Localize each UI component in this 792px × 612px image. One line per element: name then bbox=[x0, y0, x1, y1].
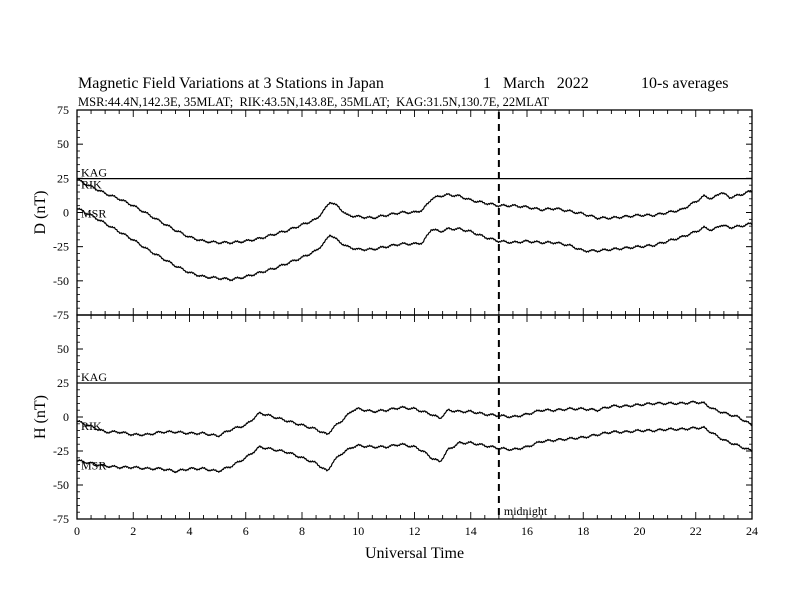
bottom-series-msr bbox=[76, 425, 753, 474]
bottom-series-rik bbox=[76, 400, 753, 438]
bottom-ytick-label: -50 bbox=[53, 478, 69, 492]
top-ytick-label: -50 bbox=[53, 274, 69, 288]
xtick-label: 0 bbox=[74, 524, 80, 538]
top-series-rik bbox=[76, 178, 753, 245]
xtick-label: 12 bbox=[409, 524, 421, 538]
chart-title: Magnetic Field Variations at 3 Stations … bbox=[78, 75, 384, 92]
bottom-plot-frame bbox=[76, 314, 753, 520]
top-label-rik: RIK bbox=[81, 178, 102, 192]
top-label-msr: MSR bbox=[81, 206, 106, 220]
x-axis-title: Universal Time bbox=[365, 545, 464, 562]
midnight-annotation: midnight bbox=[497, 112, 548, 518]
xtick-label: 2 bbox=[130, 524, 136, 538]
bottom-ytick-label: 50 bbox=[57, 342, 69, 356]
bottom-y-axis-title: H (nT) bbox=[32, 395, 49, 439]
xtick-label: 18 bbox=[577, 524, 589, 538]
xtick-label: 6 bbox=[243, 524, 249, 538]
bottom-ytick-label: 0 bbox=[63, 410, 69, 424]
top-ytick-label: 25 bbox=[57, 171, 69, 185]
top-ytick-label: 75 bbox=[57, 103, 69, 117]
top-ytick-label: -75 bbox=[53, 308, 69, 322]
bottom-label-rik: RIK bbox=[81, 419, 102, 433]
top-label-kag: KAG bbox=[81, 166, 107, 180]
chart-date: 1 March 2022 bbox=[483, 75, 589, 92]
xtick-label: 20 bbox=[634, 524, 646, 538]
top-ytick-label: 0 bbox=[63, 206, 69, 220]
top-y-axis-title: D (nT) bbox=[32, 191, 49, 235]
midnight-label: midnight bbox=[504, 504, 548, 518]
xtick-label: 22 bbox=[690, 524, 702, 538]
xtick-label: 14 bbox=[465, 524, 477, 538]
xtick-label: 8 bbox=[299, 524, 305, 538]
xtick-label: 24 bbox=[746, 524, 758, 538]
top-ytick-label: -25 bbox=[53, 240, 69, 254]
xtick-label: 10 bbox=[352, 524, 364, 538]
bottom-label-kag: KAG bbox=[81, 370, 107, 384]
bottom-ytick-label: -25 bbox=[53, 444, 69, 458]
xtick-label: 16 bbox=[521, 524, 533, 538]
bottom-label-msr: MSR bbox=[81, 459, 106, 473]
top-ytick-label: 50 bbox=[57, 137, 69, 151]
top-series-msr bbox=[76, 207, 753, 282]
bottom-ytick-label: 25 bbox=[57, 376, 69, 390]
station-info: MSR:44.4N,142.3E, 35MLAT; RIK:43.5N,143.… bbox=[78, 95, 550, 109]
chart-averaging: 10-s averages bbox=[641, 75, 729, 92]
bottom-ytick-label: -75 bbox=[53, 512, 69, 526]
xtick-label: 4 bbox=[187, 524, 193, 538]
